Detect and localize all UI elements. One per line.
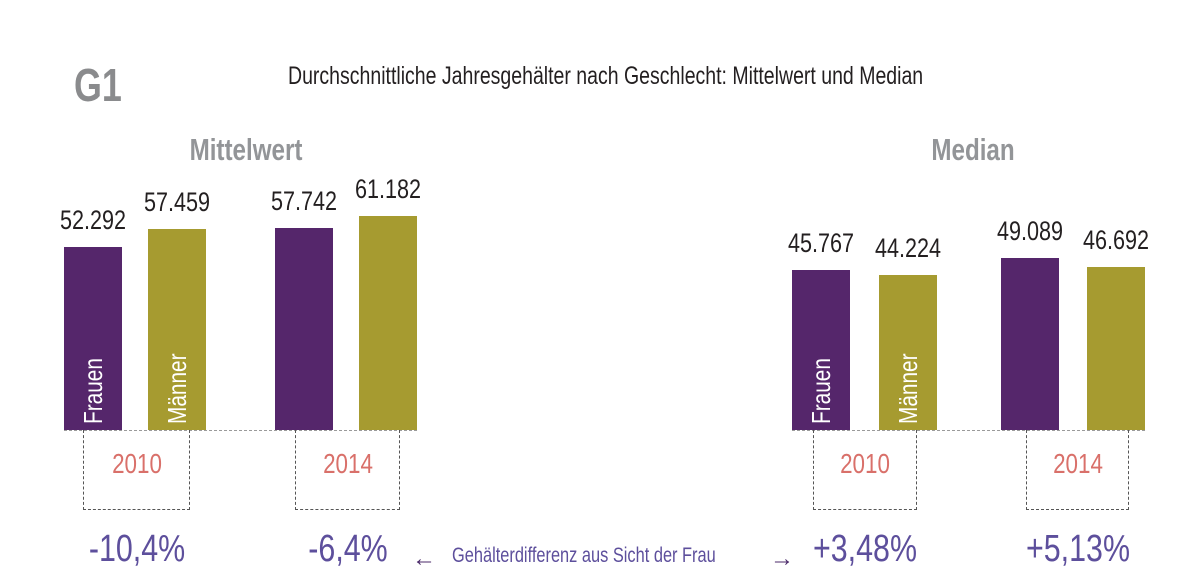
baseline xyxy=(792,430,1145,431)
difference-value: -6,4% xyxy=(307,528,388,570)
value-label: 57.459 xyxy=(143,186,211,217)
series-label: Männer xyxy=(162,353,192,424)
value-label: 49.089 xyxy=(996,216,1064,247)
series-label: Männer xyxy=(893,353,923,424)
bar-maenner-2014 xyxy=(1087,266,1145,430)
bar-frauen-2010 xyxy=(792,269,850,430)
bar-frauen-2014 xyxy=(1001,258,1059,430)
panel-title-mittelwert: Mittelwert xyxy=(174,132,319,168)
value-label: 45.767 xyxy=(787,227,855,258)
arrow-left-icon: ← xyxy=(412,545,436,572)
chart-title-text: Durchschnittliche Jahresgehälter nach Ge… xyxy=(288,62,924,90)
year-label: 2010 xyxy=(840,448,890,479)
difference-value: +3,48% xyxy=(813,528,917,570)
value-label: 52.292 xyxy=(59,205,127,235)
series-label: Frauen xyxy=(806,358,836,424)
arrow-right-icon: → xyxy=(770,545,794,572)
panel-title-median: Median xyxy=(920,132,1027,168)
baseline xyxy=(64,430,417,431)
bar-frauen-2014 xyxy=(275,227,333,430)
bar-frauen-2010 xyxy=(64,247,122,430)
figure-id-text: G1 xyxy=(74,59,122,111)
year-label: 2014 xyxy=(1052,448,1103,479)
value-label: 44.224 xyxy=(874,233,942,264)
chart-title: Durchschnittliche Jahresgehälter nach Ge… xyxy=(288,62,1102,91)
year-bracket xyxy=(1026,430,1129,510)
difference-note: Gehälterdifferenz aus Sicht der Frau xyxy=(452,544,790,568)
bar-maenner-2010 xyxy=(879,275,937,430)
value-label: 57.742 xyxy=(270,185,338,216)
panel-title-text: Median xyxy=(931,132,1015,167)
value-label: 61.182 xyxy=(354,173,422,204)
series-label: Frauen xyxy=(78,358,108,424)
year-label: 2010 xyxy=(111,448,162,479)
difference-value: +5,13% xyxy=(1025,528,1130,570)
difference-value: -10,4% xyxy=(88,528,185,570)
bar-maenner-2010 xyxy=(148,228,206,430)
figure-id: G1 xyxy=(74,58,135,112)
bar-maenner-2014 xyxy=(359,215,417,430)
panel-title-text: Mittelwert xyxy=(189,132,303,167)
year-label: 2014 xyxy=(322,448,373,479)
year-bracket xyxy=(295,430,400,510)
value-label: 46.692 xyxy=(1082,224,1150,255)
year-bracket xyxy=(813,430,917,510)
year-bracket xyxy=(83,430,190,510)
difference-note-text: Gehälterdifferenz aus Sicht der Frau xyxy=(452,544,716,567)
